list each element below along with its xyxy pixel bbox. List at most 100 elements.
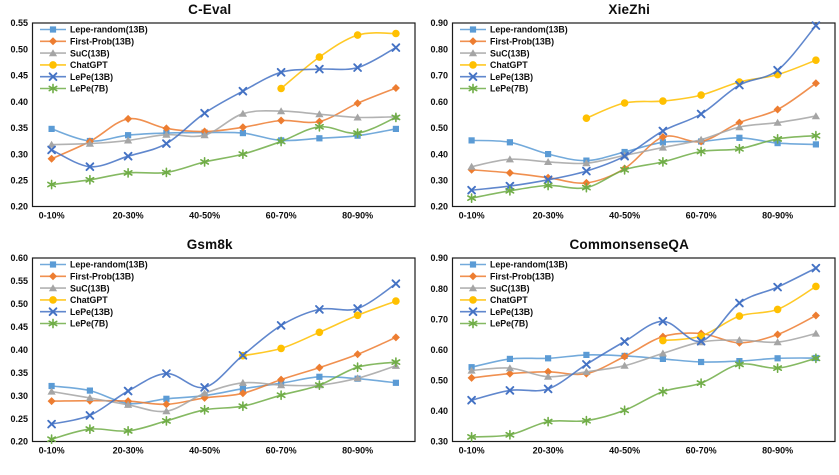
legend-label: LePe(13B)	[70, 72, 113, 82]
legend-item-chatgpt: ChatGPT	[460, 295, 528, 305]
x-axis-tick-label: 80-90%	[762, 446, 793, 456]
data-point-marker	[506, 356, 512, 362]
legend-label: SuC(13B)	[490, 48, 530, 58]
data-point-marker	[812, 283, 820, 291]
legend-item-lepe-random-13b: Lepe-random(13B)	[460, 260, 568, 270]
legend-label: LePe(7B)	[70, 84, 108, 94]
chart-canvas-xiezhi: 0.200.300.400.500.600.700.800.900-10%20-…	[420, 0, 839, 235]
y-axis-tick-label: 0.30	[430, 437, 448, 447]
series-line-chatgpt	[281, 33, 396, 89]
legend-label: LePe(7B)	[490, 319, 528, 329]
series-suc-13b	[48, 362, 401, 414]
y-axis-tick-label: 0.40	[10, 345, 28, 355]
chart-title-commonsenseqa: CommonsenseQA	[420, 237, 839, 252]
series-lepe-7b	[467, 354, 819, 441]
series-first-prob-13b	[467, 79, 819, 187]
data-point-marker	[811, 330, 819, 337]
data-point-marker	[316, 329, 324, 337]
data-point-marker	[48, 397, 56, 405]
x-axis-tick-label: 0-10%	[458, 211, 484, 221]
legend-item-lepe-7b: LePe(7B)	[40, 319, 108, 329]
legend-label: First-Prob(13B)	[490, 37, 554, 47]
x-axis-tick-label: 40-50%	[609, 211, 640, 221]
data-point-marker	[87, 412, 94, 419]
y-axis-tick-label: 0.60	[430, 97, 448, 107]
data-point-marker	[697, 91, 705, 99]
x-axis-tick-label: 40-50%	[189, 211, 220, 221]
series-line-lepe-7b	[471, 136, 815, 198]
x-axis-tick-label: 60-70%	[685, 211, 716, 221]
y-axis-tick-label: 0.70	[430, 71, 448, 81]
x-axis-tick-label: 0-10%	[39, 446, 65, 456]
legend-label: Lepe-random(13B)	[70, 260, 148, 270]
data-point-marker	[354, 31, 362, 39]
chart-title-xiezhi: XieZhi	[420, 2, 839, 17]
chart-canvas-c-eval: 0.200.250.300.350.400.450.500.550-10%20-…	[0, 0, 420, 235]
y-axis-tick-label: 0.45	[10, 322, 28, 332]
legend: Lepe-random(13B) First-Prob(13B)SuC(13B) C…	[460, 260, 568, 329]
data-point-marker	[469, 26, 475, 32]
data-point-marker	[735, 312, 743, 320]
data-point-marker	[659, 356, 665, 362]
data-point-marker	[277, 85, 285, 93]
data-point-marker	[812, 56, 820, 64]
data-point-marker	[49, 126, 55, 132]
data-point-marker	[506, 139, 512, 145]
chart-title-gsm8k: Gsm8k	[0, 237, 420, 252]
data-point-marker	[545, 355, 551, 361]
legend-label: Lepe-random(13B)	[490, 260, 568, 270]
legend-item-first-prob-13b: First-Prob(13B)	[40, 37, 134, 47]
legend: Lepe-random(13B)First-Prob(13B)SuC(13B)C…	[460, 25, 568, 94]
data-point-marker	[393, 126, 399, 132]
data-point-marker	[316, 135, 322, 141]
y-axis-tick-label: 0.20	[10, 437, 28, 447]
series-chatgpt	[277, 30, 399, 93]
legend-item-suc-13b: SuC(13B)	[460, 48, 530, 58]
legend-item-lepe-random-13b: Lepe-random(13B)	[40, 25, 148, 35]
series-chatgpt	[239, 297, 400, 359]
y-axis-tick-label: 0.80	[430, 284, 448, 294]
x-axis-tick-label: 80-90%	[762, 211, 793, 221]
legend: Lepe-random(13B)First-Prob(13B)SuC(13B)C…	[40, 260, 148, 329]
data-point-marker	[277, 345, 285, 353]
x-axis-tick-label: 0-10%	[39, 211, 65, 221]
y-axis-tick-label: 0.30	[10, 149, 28, 159]
y-axis-tick-label: 0.90	[430, 253, 448, 263]
y-axis-tick-label: 0.80	[430, 44, 448, 54]
legend-item-lepe-13b: LePe(13B)	[40, 72, 113, 82]
legend-label: SuC(13B)	[490, 283, 530, 293]
data-point-marker	[583, 361, 590, 368]
legend-label: LePe(13B)	[70, 307, 113, 317]
series-line-lepe-random-13b	[471, 138, 815, 161]
legend-label: ChatGPT	[70, 60, 108, 70]
data-point-marker	[354, 350, 362, 358]
data-point-marker	[583, 352, 589, 358]
data-point-marker	[469, 261, 475, 267]
legend-item-chatgpt: ChatGPT	[40, 60, 108, 70]
x-axis-tick-label: 40-50%	[189, 446, 220, 456]
legend-item-suc-13b: SuC(13B)	[460, 283, 530, 293]
data-point-marker	[582, 114, 590, 122]
series-first-prob-13b	[48, 84, 400, 163]
y-axis-tick-label: 0.30	[10, 391, 28, 401]
legend-item-first-prob-13b: First-Prob(13B)	[460, 37, 554, 47]
y-axis-tick-label: 0.55	[10, 18, 28, 28]
data-point-marker	[773, 106, 781, 114]
data-point-marker	[811, 312, 819, 320]
data-point-marker	[49, 272, 57, 280]
y-axis-tick-label: 0.55	[10, 276, 28, 286]
legend: Lepe-random(13B)First-Prob(13B)SuC(13B)C…	[40, 25, 148, 94]
data-point-marker	[278, 322, 285, 329]
legend-item-first-prob-13b: First-Prob(13B)	[460, 272, 554, 282]
data-point-marker	[393, 380, 399, 386]
data-point-marker	[277, 117, 285, 125]
data-point-marker	[163, 140, 170, 147]
series-line-lepe-random-13b	[471, 355, 815, 367]
series-lepe-random-13b	[49, 374, 400, 407]
y-axis-tick-label: 0.40	[10, 97, 28, 107]
legend-label: LePe(13B)	[490, 72, 533, 82]
legend-label: LePe(13B)	[490, 307, 533, 317]
